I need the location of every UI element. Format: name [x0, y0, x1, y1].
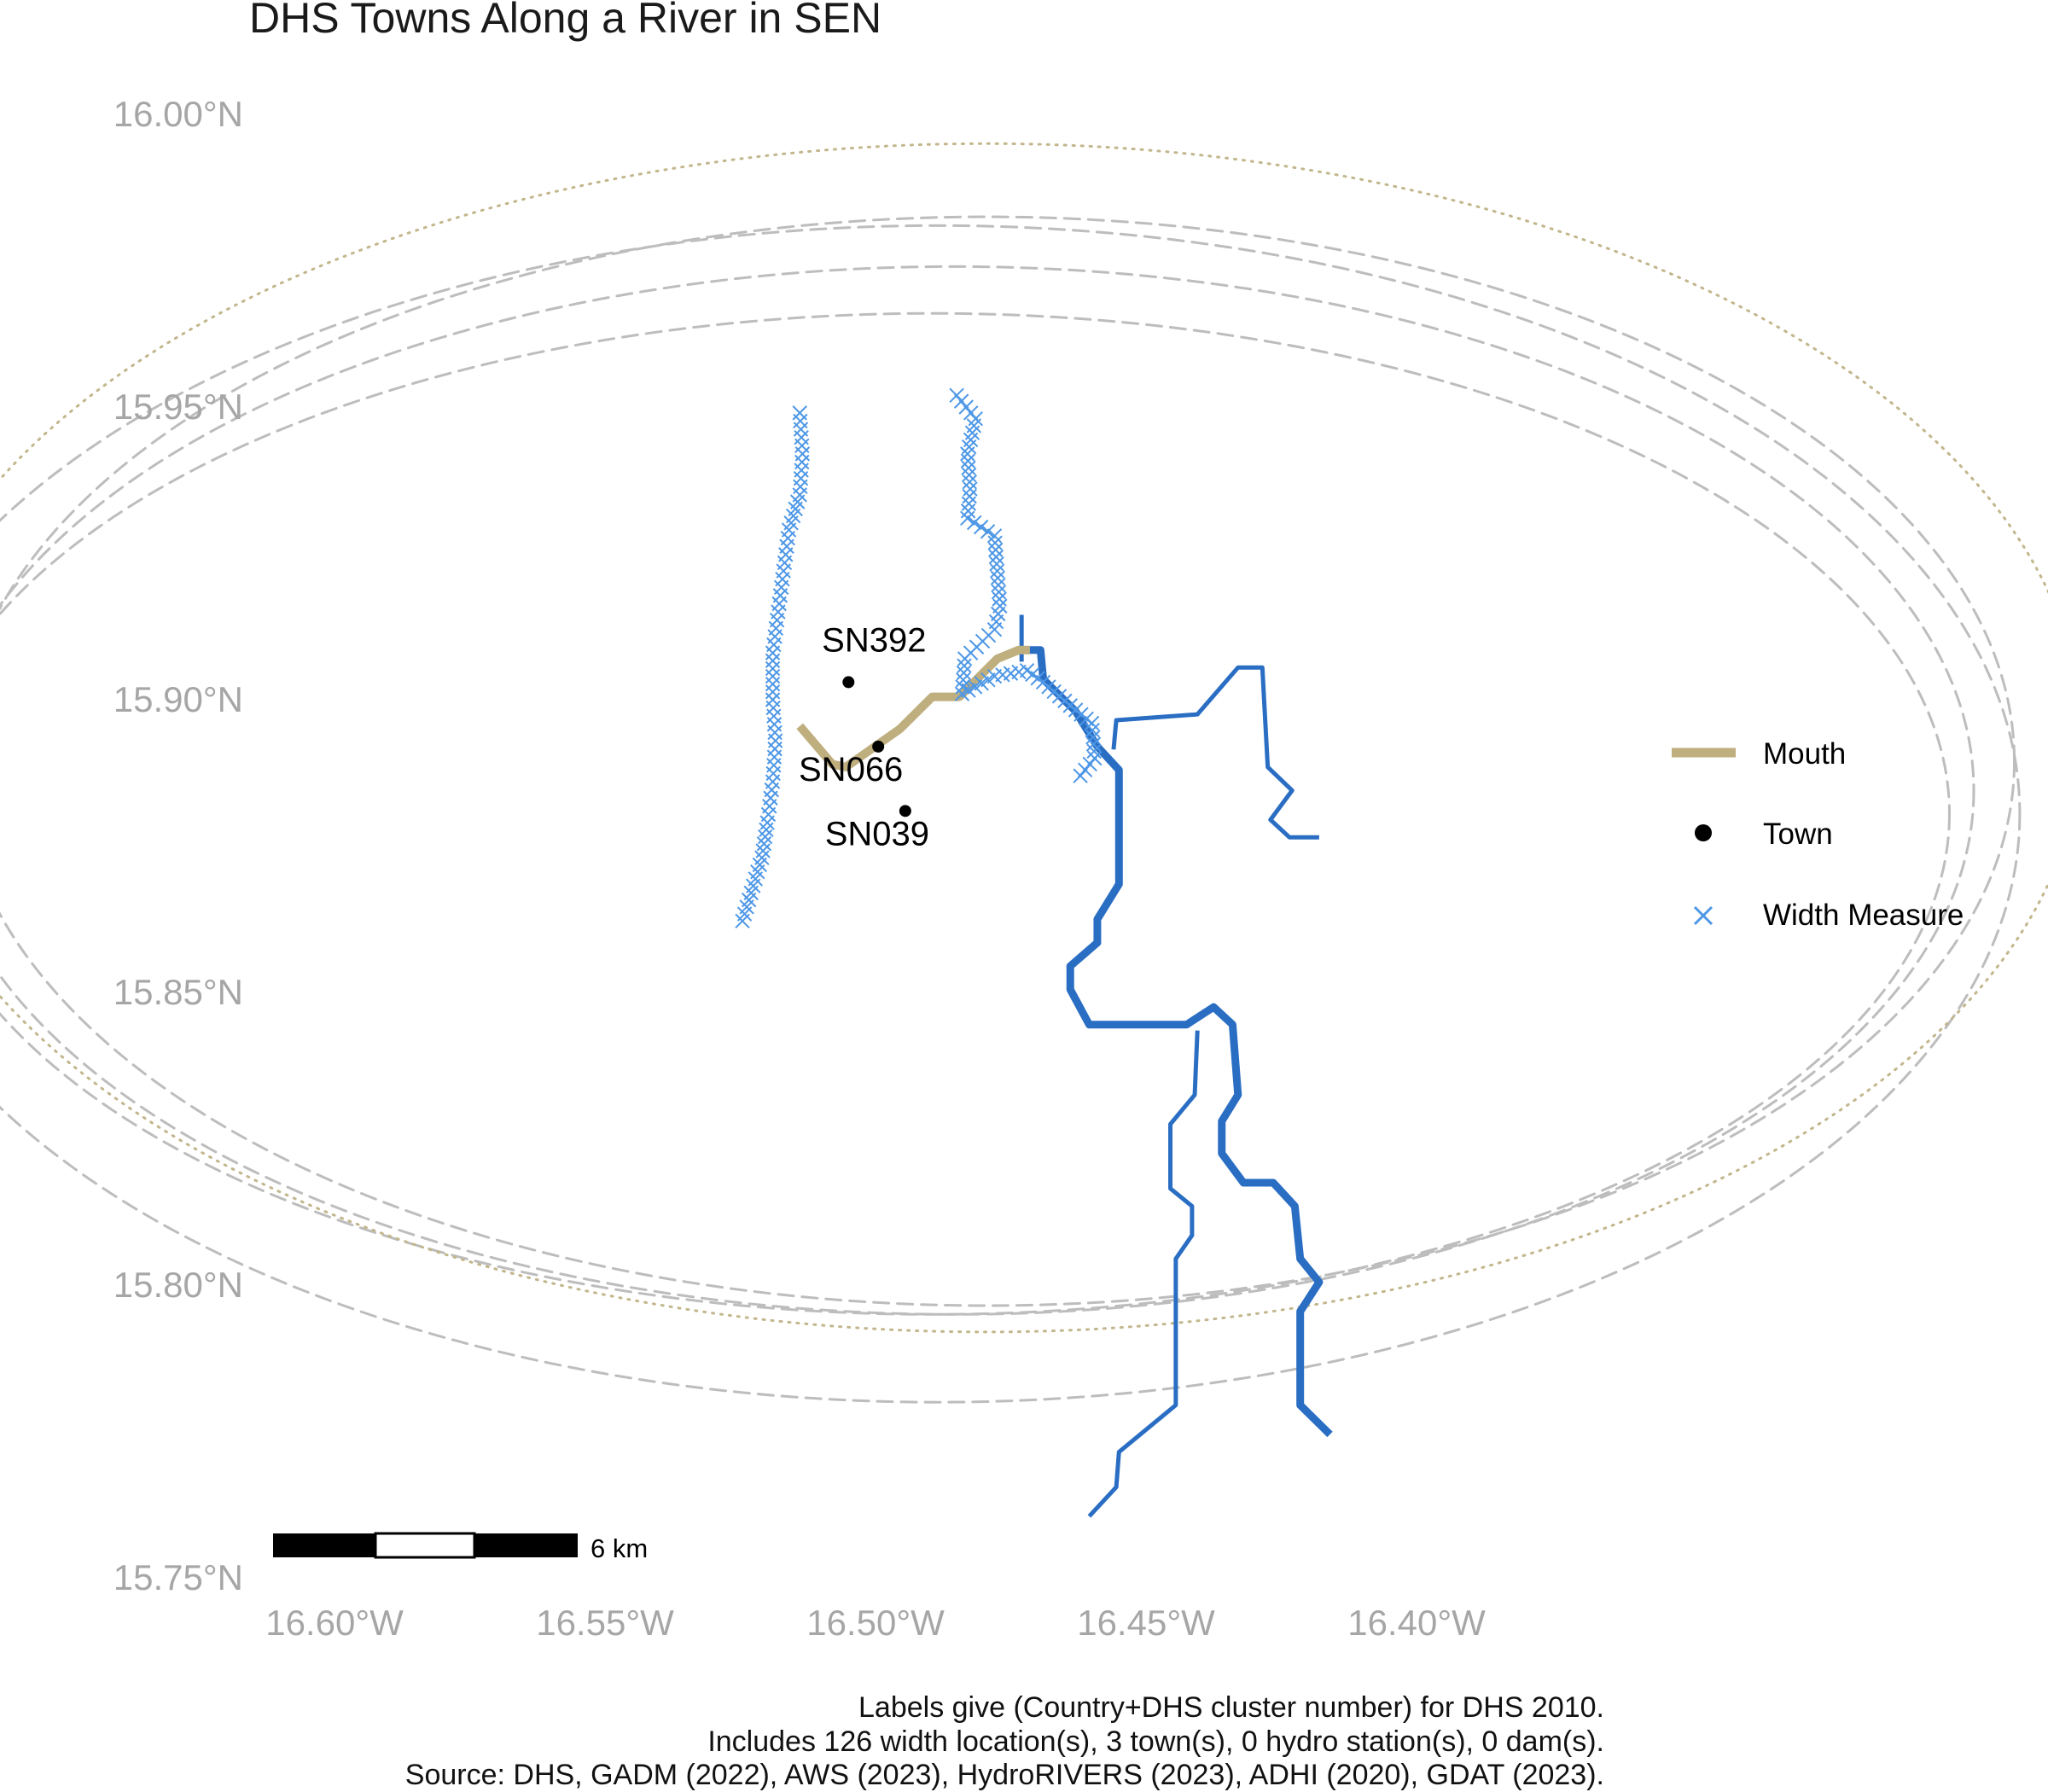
width-measure-mark	[735, 913, 750, 929]
trib-east	[1111, 665, 1319, 840]
width-measure-mark	[980, 524, 996, 539]
width-measure-mark	[961, 460, 976, 476]
width-measure-mark	[988, 542, 1004, 558]
buffer-dashed-2	[0, 265, 1975, 1316]
width-measure-mark	[1085, 722, 1100, 738]
caption-line-1: Labels give (Country+DHS cluster number)…	[858, 1691, 1604, 1724]
x-tick-label: 16.45°W	[1077, 1603, 1215, 1643]
width-west-channel	[735, 405, 811, 929]
y-tick-label: 15.80°N	[113, 1265, 243, 1305]
town-point	[872, 740, 885, 753]
main-river	[1029, 646, 1333, 1438]
mouth-path	[796, 645, 1030, 771]
x-tick-label: 16.50°W	[806, 1603, 945, 1643]
x-axis-ticks: 16.60°W 16.55°W 16.50°W 16.45°W 16.40°W	[265, 1603, 1486, 1643]
width-measure-mark	[960, 453, 976, 468]
buffer-layer	[0, 143, 2048, 1404]
width-measure-mark	[963, 481, 978, 497]
town-layer: SN392 SN066 SN039	[799, 621, 929, 852]
width-measure-mark	[1084, 715, 1100, 731]
buffer-dashed-1	[0, 311, 1951, 1316]
town-label: SN039	[825, 815, 929, 852]
y-tick-label: 15.75°N	[113, 1557, 243, 1597]
width-measure-mark	[765, 676, 781, 692]
y-tick-label: 15.95°N	[113, 387, 243, 427]
width-measure-mark	[1085, 730, 1101, 745]
width-measure-mark	[1085, 736, 1102, 752]
scale-bar-label: 6 km	[591, 1533, 648, 1563]
y-tick-label: 15.90°N	[113, 679, 243, 719]
x-tick-label: 16.60°W	[265, 1603, 404, 1643]
width-measure-mark	[988, 549, 1004, 565]
scale-bar-segment-2	[374, 1532, 476, 1559]
width-measure-mark	[765, 645, 781, 660]
width-measure-mark	[1086, 743, 1102, 759]
width-measure-layer	[735, 387, 1103, 929]
width-measure-mark	[973, 519, 989, 535]
buffer-dashed-4	[0, 224, 2022, 1404]
width-measure-mark	[961, 467, 977, 483]
scale-bar-segment-3	[474, 1533, 578, 1557]
town-point	[899, 805, 911, 817]
legend: Mouth Town Width Measure	[1672, 737, 1964, 932]
width-measure-mark	[961, 496, 977, 511]
legend-width-key	[1693, 905, 1713, 926]
width-measure-mark	[765, 660, 781, 677]
width-measure-mark	[991, 585, 1007, 600]
buffer-dotted	[0, 143, 2048, 1334]
town-point	[842, 676, 855, 689]
width-measure-mark	[962, 488, 977, 504]
town-label: SN066	[799, 751, 903, 788]
width-measure-mark	[1073, 768, 1088, 783]
caption-line-2: Includes 126 width location(s), 3 town(s…	[707, 1725, 1604, 1758]
width-measure-mark	[987, 535, 1003, 550]
legend-town-key	[1695, 824, 1712, 841]
width-measure-mark	[956, 665, 972, 681]
width-measure-mark	[992, 591, 1007, 607]
town-label: SN392	[822, 621, 926, 659]
map-title: DHS Towns Along a River in SEN	[249, 0, 882, 42]
caption-line-3: Source: DHS, GADM (2022), AWS (2023), Hy…	[404, 1759, 1604, 1791]
y-axis-ticks: 16.00°N 15.95°N 15.90°N 15.85°N 15.80°N 15.75…	[113, 94, 243, 1597]
y-tick-label: 16.00°N	[113, 94, 243, 134]
width-measure-mark	[990, 570, 1005, 586]
width-measure-mark	[962, 474, 978, 490]
legend-town-label: Town	[1763, 817, 1833, 851]
width-measure-mark	[960, 446, 975, 462]
x-tick-label: 16.40°W	[1347, 1603, 1486, 1643]
width-measure-mark	[986, 528, 1003, 544]
width-measure-mark	[956, 672, 971, 688]
width-measure-mark	[957, 651, 973, 666]
width-measure-mark	[991, 577, 1006, 593]
trib-south	[1087, 1030, 1200, 1518]
width-measure-mark	[966, 515, 982, 531]
legend-mouth-label: Mouth	[1763, 737, 1846, 771]
scale-bar: 6 km	[273, 1532, 648, 1563]
legend-width-label: Width Measure	[1763, 899, 1964, 932]
width-measure-mark	[957, 658, 972, 673]
y-tick-label: 15.85°N	[113, 972, 243, 1012]
x-tick-label: 16.55°W	[536, 1603, 674, 1643]
width-measure-mark	[765, 668, 781, 684]
width-measure-mark	[989, 556, 1004, 572]
width-measure-mark	[960, 510, 975, 527]
width-measure-mark	[989, 563, 1005, 579]
scale-bar-segment-1	[273, 1533, 375, 1557]
width-measure-mark	[765, 684, 781, 700]
width-measure-mark	[765, 653, 781, 668]
width-north-channel	[949, 387, 1103, 783]
